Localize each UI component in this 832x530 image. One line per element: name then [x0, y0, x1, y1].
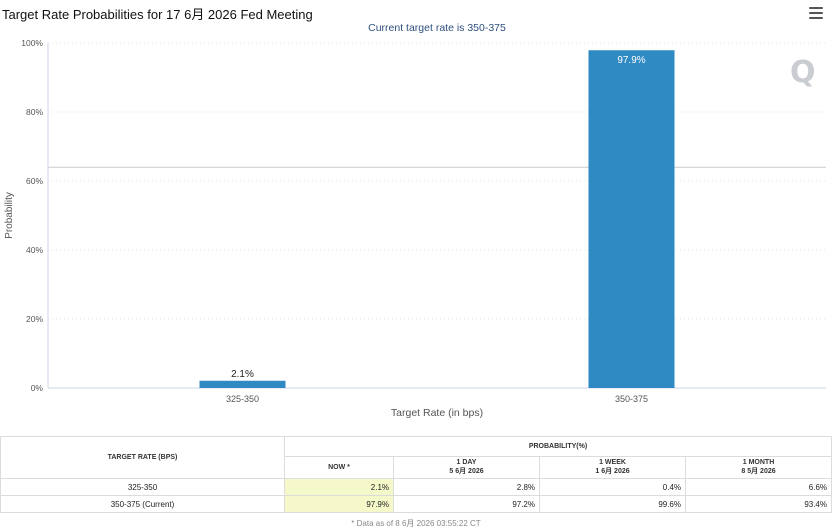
col-1day: 1 DAY 5 6月 2026 — [393, 456, 540, 479]
y-tick-label: 40% — [26, 245, 43, 255]
bar-chart: Current target rate is 350-375 0% 20% 40% 60… — [4, 22, 826, 419]
y-axis-title: Probability — [4, 192, 15, 239]
page-title: Target Rate Probabilities for 17 6月 2026… — [2, 7, 313, 22]
bar — [588, 50, 675, 389]
col-1week-date: 1 6月 2026 — [595, 468, 630, 475]
row-1month: 93.4% — [685, 495, 832, 513]
row-rate: 325-350 — [0, 478, 285, 496]
data-label: 2.1% — [231, 369, 254, 380]
row-1month: 6.6% — [685, 478, 832, 496]
col-1month: 1 MONTH 8 5月 2026 — [685, 456, 832, 479]
col-1month-label: 1 MONTH — [742, 459, 775, 466]
col-probability: PROBABILITY(%) — [284, 436, 832, 457]
data-timestamp-note: * Data as of 8 6月 2026 03:55:22 CT — [351, 519, 481, 528]
chart-subtitle: Current target rate is 350-375 — [368, 22, 506, 34]
y-tick-label: 60% — [26, 176, 43, 186]
col-1day-date: 5 6月 2026 — [449, 468, 484, 475]
table-row: 350-375 (Current) 97.9% 97.2% 99.6% 93.4… — [0, 495, 832, 513]
probability-table: TARGET RATE (BPS) PROBABILITY(%) NOW * 1… — [0, 436, 832, 513]
row-1day: 97.2% — [393, 495, 540, 513]
q-logo-icon: Q — [790, 55, 816, 90]
col-1day-label: 1 DAY — [456, 459, 477, 466]
table-row: 325-350 2.1% 2.8% 0.4% 6.6% — [0, 478, 832, 496]
chart-area: Current target rate is 350-375 0% 20% 40% 60… — [4, 22, 826, 419]
col-target-rate: TARGET RATE (BPS) — [0, 436, 285, 479]
col-1week-label: 1 WEEK — [599, 459, 626, 466]
y-tick-label: 100% — [21, 38, 43, 48]
col-1week: 1 WEEK 1 6月 2026 — [539, 456, 686, 479]
bar — [199, 380, 286, 388]
col-1month-date: 8 5月 2026 — [741, 468, 776, 475]
data-label: 97.9% — [617, 55, 645, 66]
x-axis-title: Target Rate (in bps) — [391, 407, 483, 419]
row-1day: 2.8% — [393, 478, 540, 496]
y-tick-label: 0% — [31, 383, 44, 393]
y-tick-label: 20% — [26, 314, 43, 324]
col-now: NOW * — [284, 456, 394, 479]
row-now: 97.9% — [284, 495, 394, 513]
row-1week: 0.4% — [539, 478, 686, 496]
x-tick-label: 350-375 — [615, 394, 648, 404]
row-now: 2.1% — [284, 478, 394, 496]
row-1week: 99.6% — [539, 495, 686, 513]
x-tick-label: 325-350 — [226, 394, 259, 404]
hamburger-menu-icon[interactable] — [809, 7, 823, 19]
y-tick-label: 80% — [26, 107, 43, 117]
row-rate: 350-375 (Current) — [0, 495, 285, 513]
